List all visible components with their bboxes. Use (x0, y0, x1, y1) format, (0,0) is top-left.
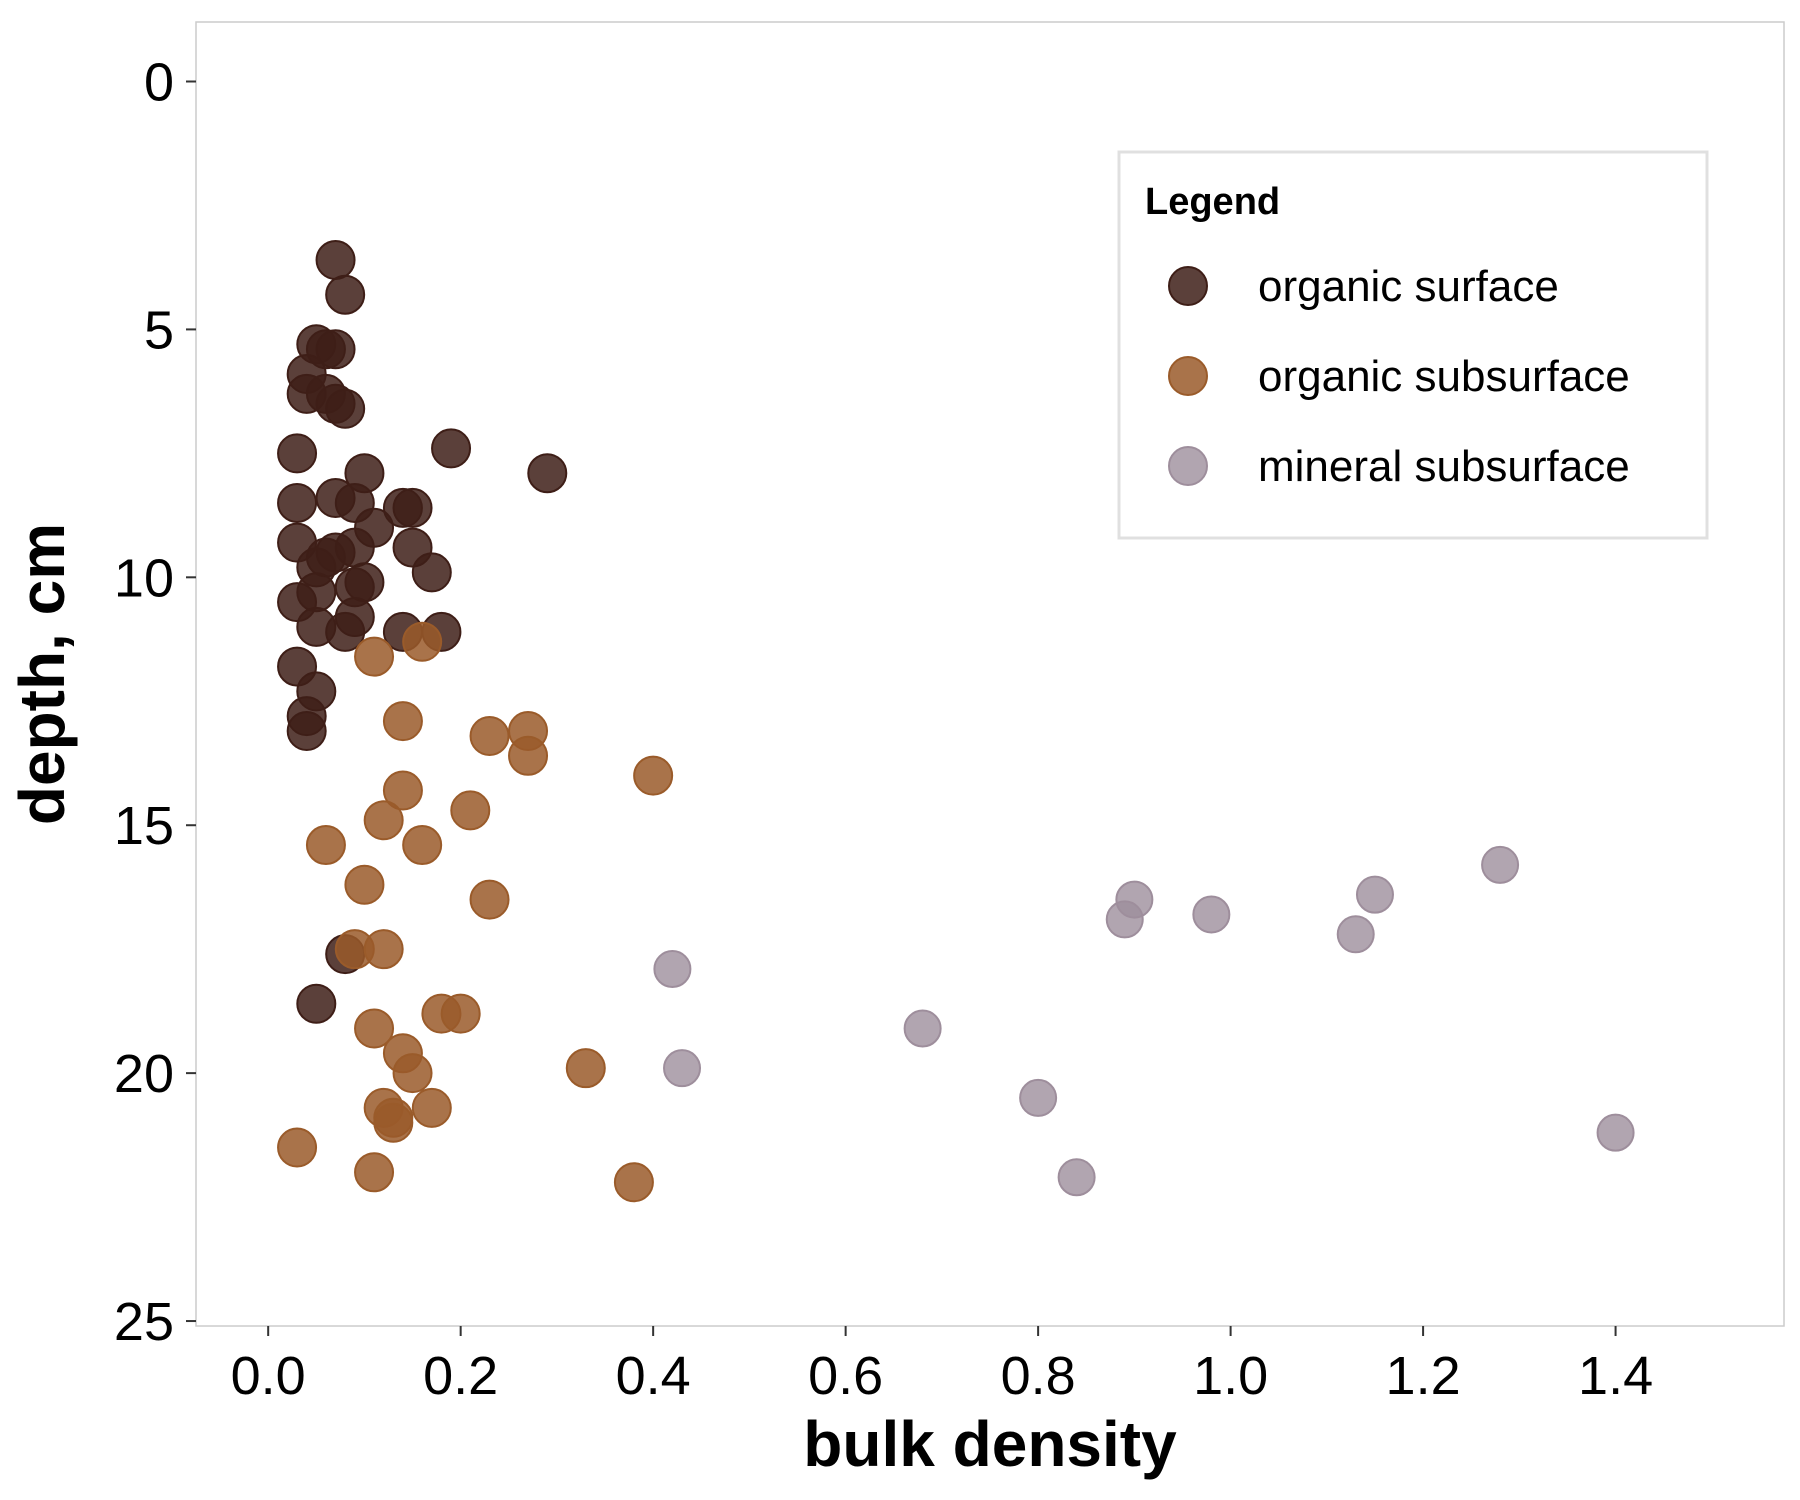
data-point-mineral-subsurface (1596, 1113, 1635, 1152)
x-tick-label: 1.4 (1578, 1346, 1653, 1406)
data-point-mineral-subsurface (653, 950, 692, 989)
data-point-organic-subsurface (440, 993, 481, 1034)
data-point-organic-subsurface (344, 864, 385, 905)
x-tick-label: 0.0 (231, 1346, 306, 1406)
y-tick-label: 0 (144, 52, 174, 112)
y-axis: 0 5 10 15 20 25 (114, 52, 196, 1352)
data-point-organic-surface (315, 239, 356, 280)
data-point-organic-subsurface (363, 929, 404, 970)
data-point-organic-surface (286, 711, 327, 752)
legend-key-organic-surface (1168, 266, 1208, 306)
data-point-organic-surface (392, 487, 433, 528)
data-point-mineral-subsurface (1336, 915, 1375, 954)
data-point-organic-subsurface (402, 825, 443, 866)
data-point-mineral-subsurface (1192, 895, 1231, 934)
data-point-organic-subsurface (373, 1102, 414, 1143)
data-point-organic-subsurface (469, 715, 510, 756)
data-point-organic-surface (296, 983, 337, 1024)
data-point-mineral-subsurface (1115, 880, 1154, 919)
data-point-organic-surface (334, 527, 375, 568)
data-point-organic-surface (431, 428, 472, 469)
x-tick-label: 1.2 (1386, 1346, 1461, 1406)
data-point-organic-subsurface (354, 1152, 395, 1193)
y-axis-title: depth, cm (6, 523, 78, 825)
data-point-organic-surface (325, 274, 366, 315)
data-point-mineral-subsurface (1019, 1078, 1058, 1117)
x-tick-label: 0.8 (1001, 1346, 1076, 1406)
legend-label: organic surface (1258, 262, 1559, 311)
data-point-organic-surface (411, 552, 452, 593)
data-point-organic-subsurface (277, 1127, 318, 1168)
x-tick-label: 0.4 (616, 1346, 691, 1406)
legend-entries: organic surface organic subsurface mineral… (1168, 262, 1630, 491)
data-point-organic-subsurface (469, 879, 510, 920)
data-point-organic-subsurface (363, 800, 404, 841)
y-tick-label: 15 (114, 796, 174, 856)
data-point-organic-surface (325, 611, 366, 652)
legend-label: organic subsurface (1258, 352, 1630, 401)
data-point-organic-surface (277, 482, 318, 523)
legend-key-mineral-subsurface (1168, 446, 1208, 486)
data-point-organic-surface (325, 388, 366, 429)
data-point-organic-subsurface (633, 755, 674, 796)
data-point-organic-subsurface (402, 621, 443, 662)
data-point-organic-subsurface (565, 1048, 606, 1089)
x-axis: 0.0 0.2 0.4 0.6 0.8 1.0 1.2 1.4 (231, 1326, 1653, 1406)
y-tick-label: 25 (114, 1292, 174, 1352)
legend-title: Legend (1145, 181, 1280, 223)
data-point-organic-subsurface (382, 701, 423, 742)
data-point-organic-surface (277, 433, 318, 474)
data-point-organic-subsurface (305, 825, 346, 866)
data-point-organic-subsurface (354, 636, 395, 677)
legend-key-organic-subsurface (1168, 356, 1208, 396)
y-tick-label: 10 (114, 548, 174, 608)
data-point-mineral-subsurface (1481, 845, 1520, 884)
x-tick-label: 1.0 (1193, 1346, 1268, 1406)
data-point-organic-subsurface (613, 1162, 654, 1203)
y-tick-label: 20 (114, 1044, 174, 1104)
data-point-organic-surface (527, 453, 568, 494)
data-point-organic-subsurface (392, 1053, 433, 1094)
data-point-mineral-subsurface (903, 1009, 942, 1048)
data-point-mineral-subsurface (1057, 1158, 1096, 1197)
x-tick-label: 0.6 (808, 1346, 883, 1406)
data-points (277, 239, 1635, 1203)
data-point-organic-subsurface (354, 1008, 395, 1049)
data-point-organic-subsurface (450, 790, 491, 831)
legend-box (1117, 150, 1709, 540)
y-tick-label: 5 (144, 300, 174, 360)
data-point-mineral-subsurface (1355, 875, 1394, 914)
legend-label: mineral subsurface (1258, 442, 1630, 491)
x-axis-title: bulk density (803, 1408, 1177, 1480)
data-point-mineral-subsurface (663, 1049, 702, 1088)
legend: Legend organic surface organic subsurface… (1117, 150, 1709, 540)
data-point-organic-subsurface (411, 1087, 452, 1128)
data-point-organic-surface (315, 329, 356, 370)
data-point-organic-subsurface (508, 735, 549, 776)
x-tick-label: 0.2 (423, 1346, 498, 1406)
data-point-organic-subsurface (382, 770, 423, 811)
